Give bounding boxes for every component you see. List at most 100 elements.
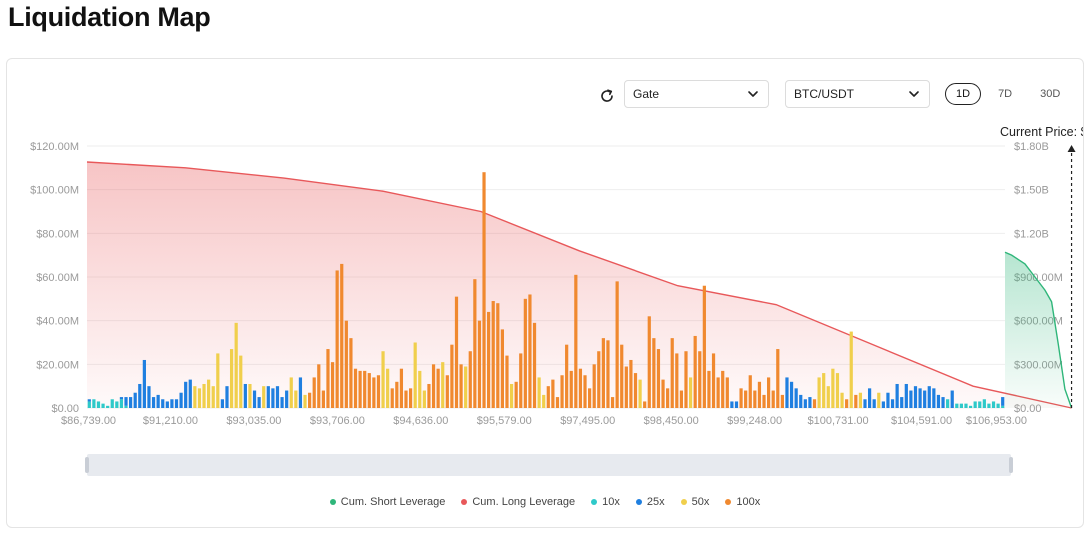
bar-100x xyxy=(555,397,560,408)
bar-25x xyxy=(909,390,913,408)
bar-50x xyxy=(509,383,514,408)
bar-10x xyxy=(955,403,959,408)
x-tick-label: $91,210.00 xyxy=(143,415,198,427)
bar-100x xyxy=(330,362,335,408)
bar-100x xyxy=(762,394,766,408)
bar-25x xyxy=(170,399,174,408)
pair-select[interactable]: BTC/USDT xyxy=(785,80,930,108)
bar-100x xyxy=(601,338,605,408)
bar-25x xyxy=(881,401,885,408)
bar-100x xyxy=(344,320,348,408)
bar-50x xyxy=(835,373,840,408)
chevron-down-icon xyxy=(748,91,758,97)
bar-25x xyxy=(900,397,904,408)
legend-item-100x[interactable]: 100x xyxy=(725,496,760,508)
bar-25x xyxy=(271,388,275,408)
bar-25x xyxy=(87,399,91,402)
bar-25x xyxy=(808,397,812,408)
bar-25x xyxy=(188,379,192,408)
legend-label-long: Cum. Long Leverage xyxy=(472,496,576,508)
bar-25x xyxy=(872,399,876,408)
bar-50x xyxy=(386,368,390,408)
bar-100x xyxy=(340,263,344,408)
bar-100x xyxy=(551,379,555,408)
x-tick-label: $97,495.00 xyxy=(560,415,615,427)
legend-item-short[interactable]: Cum. Short Leverage xyxy=(329,496,445,508)
bar-50x xyxy=(441,362,445,408)
bar-50x xyxy=(831,368,835,408)
legend-label-10x: 10x xyxy=(602,496,620,508)
legend-label-50x: 50x xyxy=(691,496,710,508)
cum-short-leverage-area xyxy=(1005,252,1072,408)
y-left-tick-label: $60.00M xyxy=(36,272,79,284)
bar-25x xyxy=(161,399,165,408)
bar-100x xyxy=(597,351,601,408)
timeframe-7d[interactable]: 7D xyxy=(998,88,1013,100)
y-left-tick-label: $100.00M xyxy=(30,185,79,197)
bar-50x xyxy=(193,386,197,408)
bar-100x xyxy=(647,316,651,408)
bar-25x xyxy=(803,399,807,408)
legend-item-long[interactable]: Cum. Long Leverage xyxy=(461,496,575,508)
bar-25x xyxy=(129,397,133,408)
range-slider[interactable] xyxy=(85,454,1013,476)
y-left-tick-label: $20.00M xyxy=(36,359,79,371)
bar-10x xyxy=(959,403,963,408)
bar-100x xyxy=(748,375,752,408)
range-slider-left-handle[interactable] xyxy=(85,457,89,473)
bar-25x xyxy=(950,390,954,408)
bar-25x xyxy=(280,397,284,408)
liquidation-chart: $0.00$0.00$20.00M$300.00M$40.00M$600.00M… xyxy=(30,125,1083,427)
bar-50x xyxy=(381,351,385,408)
bar-25x xyxy=(156,394,160,408)
bar-100x xyxy=(349,338,353,408)
bar-25x xyxy=(257,397,261,408)
bar-50x xyxy=(537,377,541,408)
bar-100x xyxy=(399,368,404,408)
bar-50x xyxy=(849,331,853,408)
refresh-button[interactable] xyxy=(597,86,617,106)
bar-100x xyxy=(560,375,564,408)
bar-100x xyxy=(854,394,858,408)
bar-25x xyxy=(785,377,789,408)
bar-10x xyxy=(978,401,982,408)
bar-100x xyxy=(578,368,583,408)
bar-100x xyxy=(583,375,587,408)
bar-50x xyxy=(216,353,220,408)
bar-100x xyxy=(757,381,762,408)
bar-25x xyxy=(913,386,918,408)
refresh-icon xyxy=(601,89,613,102)
bar-25x xyxy=(252,390,257,408)
bar-25x xyxy=(165,401,169,408)
bar-25x xyxy=(863,399,867,408)
bar-50x xyxy=(877,392,881,408)
bar-50x xyxy=(822,373,826,408)
bar-100x xyxy=(610,397,615,408)
legend-marker-50x xyxy=(680,499,687,505)
exchange-select[interactable]: Gate xyxy=(624,80,769,108)
bar-100x xyxy=(321,390,325,408)
bar-25x xyxy=(298,377,303,408)
bar-10x xyxy=(991,401,996,408)
bar-100x xyxy=(725,377,729,408)
range-slider-right-handle[interactable] xyxy=(1009,457,1013,473)
bar-100x xyxy=(716,377,720,408)
timeframe-30d[interactable]: 30D xyxy=(1040,88,1061,100)
bar-100x xyxy=(702,285,706,408)
bar-25x xyxy=(932,388,936,408)
bar-100x xyxy=(656,349,661,408)
bar-100x xyxy=(698,351,702,408)
y-left-tick-label: $80.00M xyxy=(36,228,79,240)
y-left-tick-label: $40.00M xyxy=(36,316,79,328)
legend-item-10x[interactable]: 10x xyxy=(591,496,620,508)
bar-25x xyxy=(799,394,803,408)
bar-100x xyxy=(335,270,339,408)
timeframe-1d[interactable]: 1D xyxy=(945,83,982,105)
x-tick-label: $86,739.00 xyxy=(61,415,116,427)
legend-item-50x[interactable]: 50x xyxy=(680,496,710,508)
bar-100x xyxy=(633,373,638,408)
bar-100x xyxy=(450,344,454,408)
legend-item-25x[interactable]: 25x xyxy=(635,496,665,508)
bar-25x xyxy=(895,383,899,408)
x-tick-label: $94,636.00 xyxy=(393,415,448,427)
